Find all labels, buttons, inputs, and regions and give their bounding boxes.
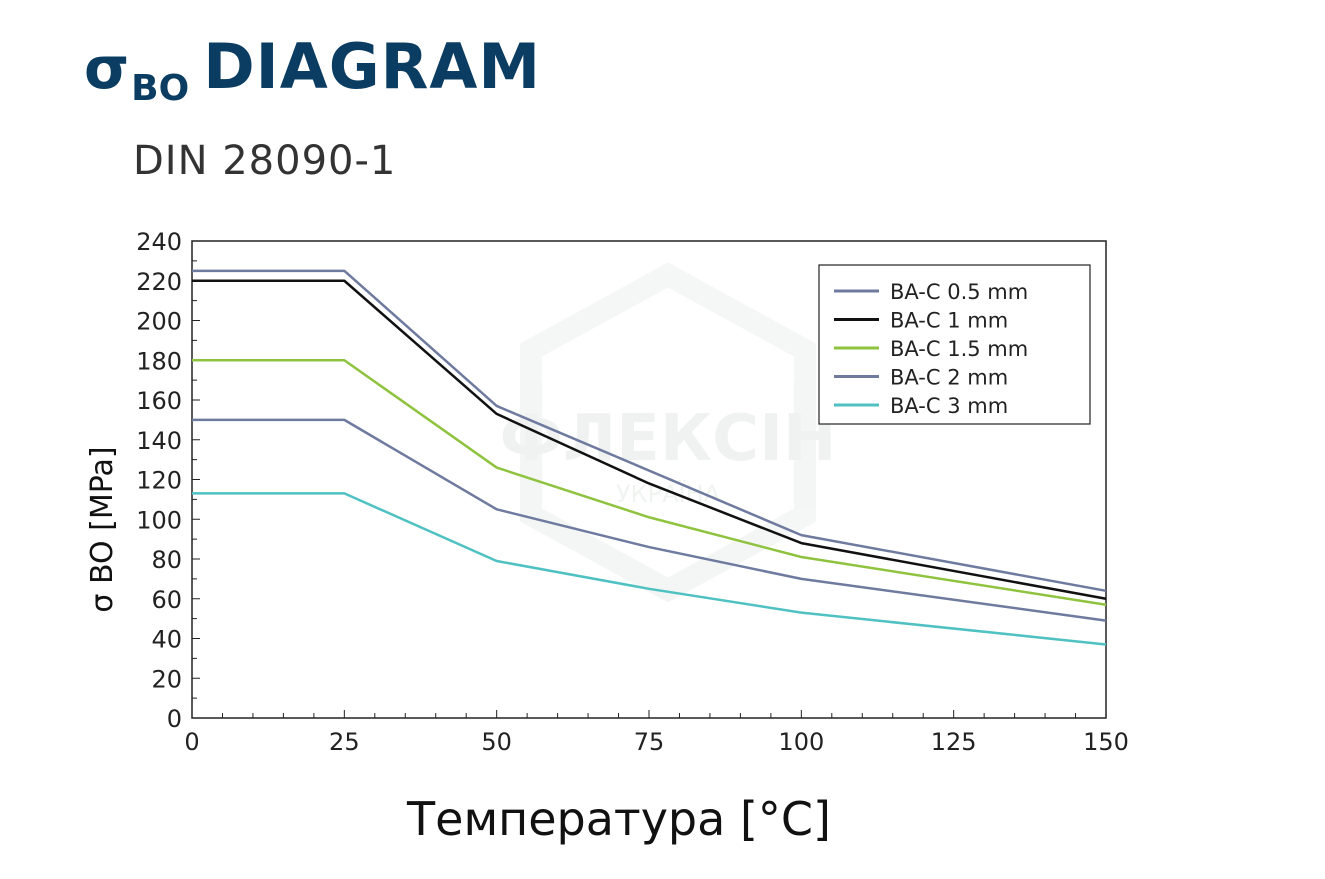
series-line-3 — [192, 359, 1107, 606]
y-tick-label: 120 — [136, 467, 182, 495]
watermark-hexagon — [520, 262, 816, 603]
title-subscript: BO — [131, 68, 190, 109]
x-tick-label: 25 — [329, 728, 360, 756]
series-line-1 — [192, 269, 1107, 593]
y-tick-label: 100 — [136, 506, 182, 534]
legend-label: BA-C 1 mm — [890, 309, 1008, 333]
y-tick-label: 140 — [136, 427, 182, 455]
legend: BA-C 0.5 mm BA-C 1 mm BA-C 1.5 mm BA-C 2 mm… — [818, 264, 1091, 425]
legend-label: BA-C 2 mm — [890, 366, 1008, 390]
series-line-2 — [192, 279, 1107, 600]
page-subtitle: DIN 28090-1 — [133, 138, 397, 184]
x-tick-label: 125 — [931, 728, 977, 756]
title-sigma: σ — [84, 34, 130, 102]
y-tick-label: 180 — [136, 347, 182, 375]
x-tick-label: 0 — [184, 728, 199, 756]
x-tick-label: 100 — [778, 728, 824, 756]
legend-label: BA-C 3 mm — [890, 394, 1008, 418]
legend-label: BA-C 0.5 mm — [890, 280, 1028, 304]
x-tick-label: 150 — [1083, 728, 1129, 756]
series-line-5 — [192, 492, 1107, 646]
series-lines — [192, 269, 1107, 646]
y-axis-label: σ BO [MPa] — [85, 446, 120, 612]
y-tick-label: 160 — [136, 387, 182, 415]
axis-ticks: 0 25 50 75 100 125 150 0 20 40 60 80 100 120 140 160 180… — [136, 228, 1129, 756]
x-tick-label: 75 — [634, 728, 665, 756]
series-line-4 — [192, 418, 1107, 622]
y-tick-label: 240 — [136, 228, 182, 256]
watermark-text: ФЛЕКСІН — [500, 402, 837, 476]
legend-label: BA-C 1.5 mm — [890, 337, 1028, 361]
x-tick-label: 50 — [481, 728, 512, 756]
watermark: ФЛЕКСІН УКРАЇНА — [500, 262, 837, 603]
title-text: DIAGRAM — [203, 30, 542, 103]
y-tick-label: 80 — [151, 546, 182, 574]
y-tick-label: 0 — [167, 705, 182, 733]
y-tick-label: 200 — [136, 308, 182, 336]
page-title: σBO DIAGRAM — [84, 30, 542, 109]
y-tick-label: 40 — [151, 626, 182, 654]
y-tick-label: 60 — [151, 586, 182, 614]
x-axis-label: Температура [°C] — [406, 792, 831, 846]
y-tick-label: 220 — [136, 268, 182, 296]
y-tick-label: 20 — [151, 665, 182, 693]
